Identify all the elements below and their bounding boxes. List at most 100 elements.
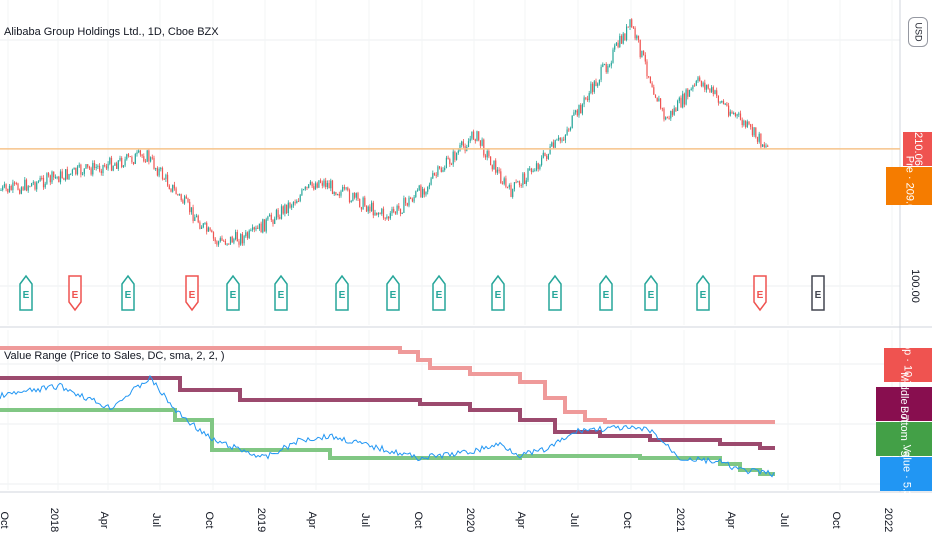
candle-body-396 [673, 108, 675, 115]
candle-body-153 [260, 223, 262, 233]
value-tag: Value · 5.36 [880, 445, 932, 503]
currency-button[interactable]: USD [908, 17, 928, 47]
x-tick-label-8: Oct [412, 511, 424, 528]
candle-body-24 [41, 177, 43, 179]
earnings-marker-label: E [189, 290, 196, 301]
candle-body-147 [250, 229, 252, 231]
candle-body-174 [296, 201, 298, 204]
candle-body-312 [530, 168, 532, 173]
earnings-marker-12[interactable]: E [644, 274, 658, 311]
candle-body-113 [192, 207, 194, 221]
earnings-marker-shape [335, 274, 349, 311]
candle-body-416 [707, 85, 709, 89]
candle-body-155 [263, 219, 266, 232]
candle-body-110 [187, 198, 189, 202]
earnings-marker-15[interactable]: E [811, 275, 825, 311]
candle-body-131 [223, 240, 225, 242]
earnings-marker-7[interactable]: E [386, 274, 400, 311]
candle-body-20 [34, 182, 36, 190]
candle-body-50 [85, 164, 87, 169]
candle-body-6 [10, 185, 12, 191]
candle-body-309 [525, 180, 527, 184]
candle-body-323 [549, 146, 551, 154]
earnings-marker-0[interactable]: E [19, 274, 33, 311]
candle-body-124 [211, 230, 213, 233]
earnings-marker-3[interactable]: E [185, 275, 199, 312]
candle-body-277 [471, 131, 473, 139]
candle-body-427 [726, 103, 728, 106]
earnings-marker-label: E [72, 290, 79, 301]
candle-body-378 [643, 50, 645, 56]
candle-body-265 [450, 164, 453, 166]
candle-body-105 [178, 194, 181, 196]
candle-body-8 [14, 182, 16, 184]
earnings-marker-5[interactable]: E [274, 274, 288, 311]
earnings-marker-label: E [390, 290, 397, 301]
candle-body-385 [654, 94, 657, 98]
candle-body-27 [46, 173, 48, 184]
candle-body-46 [78, 164, 80, 167]
candle-body-262 [445, 157, 447, 168]
candle-body-72 [122, 165, 124, 167]
candle-body-180 [306, 186, 308, 188]
earnings-marker-11[interactable]: E [599, 274, 613, 311]
candle-body-363 [617, 42, 619, 48]
candle-body-203 [345, 187, 347, 189]
candle-body-407 [692, 85, 694, 89]
earnings-marker-9[interactable]: E [491, 274, 505, 311]
earnings-marker-6[interactable]: E [335, 274, 349, 311]
candle-body-70 [119, 157, 121, 161]
x-tick-label-17: 2022 [882, 508, 894, 532]
earnings-marker-8[interactable]: E [432, 274, 446, 311]
candle-body-423 [719, 102, 721, 104]
candle-body-275 [467, 141, 470, 148]
price-series[interactable] [0, 18, 900, 248]
bottom-value-tag: Bottom · 5.36 [876, 406, 932, 472]
candle-body-83 [141, 154, 143, 157]
candle-body-163 [277, 209, 279, 218]
candle-body-340 [578, 105, 580, 116]
candle-body-157 [267, 216, 269, 220]
earnings-marker-2[interactable]: E [121, 274, 135, 311]
earnings-marker-10[interactable]: E [548, 274, 562, 311]
candle-body-107 [182, 200, 184, 204]
candle-body-71 [121, 157, 123, 167]
candle-body-149 [253, 227, 255, 230]
candle-body-380 [646, 61, 648, 77]
candle-body-172 [292, 202, 294, 206]
candle-body-432 [734, 113, 736, 116]
candle-body-128 [218, 241, 220, 245]
candle-body-187 [318, 180, 320, 188]
earnings-marker-13[interactable]: E [696, 274, 710, 311]
candle-body-74 [126, 154, 128, 160]
candle-body-379 [644, 55, 646, 62]
earnings-marker-1[interactable]: E [68, 275, 82, 312]
middle-value-tag: Middle · 7.74 [876, 372, 932, 436]
x-tick-label-12: Oct [621, 511, 633, 528]
candle-body-351 [597, 83, 599, 86]
candle-body-442 [751, 126, 753, 136]
candle-body-57 [97, 165, 99, 167]
candle-body-231 [393, 209, 395, 212]
earnings-marker-4[interactable]: E [226, 274, 240, 311]
candle-body-154 [262, 219, 264, 233]
candle-body-84 [143, 156, 145, 162]
earnings-marker-shape [68, 275, 82, 312]
candle-body-166 [282, 206, 284, 214]
currency-label: USD [913, 22, 924, 42]
candle-body-118 [201, 227, 203, 229]
candle-body-229 [389, 213, 391, 219]
candle-body-4 [7, 188, 9, 193]
candle-body-405 [688, 89, 691, 97]
candle-body-121 [206, 222, 208, 232]
candle-body-38 [65, 169, 67, 181]
candle-body-314 [534, 170, 536, 172]
value-range-indicator[interactable] [0, 346, 775, 478]
earnings-marker-14[interactable]: E [753, 275, 767, 312]
candle-body-196 [333, 192, 335, 194]
candle-body-122 [207, 227, 209, 232]
candle-body-120 [204, 222, 206, 224]
